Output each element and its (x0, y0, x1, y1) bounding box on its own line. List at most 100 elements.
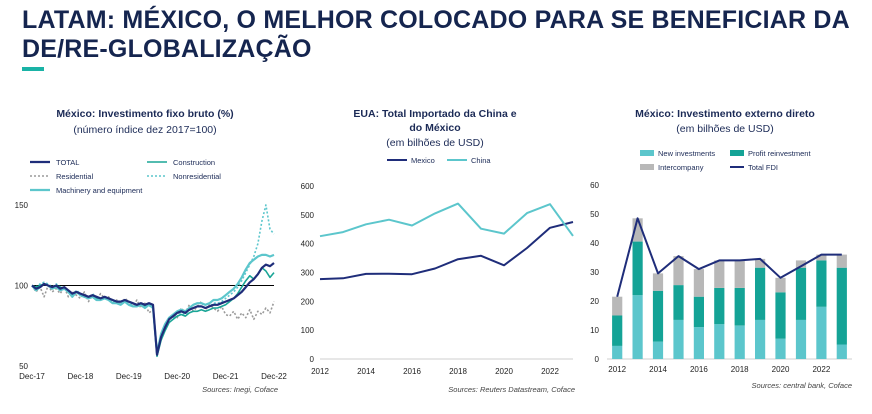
title-accent-bar (22, 67, 44, 71)
bar-intercompany (693, 269, 704, 297)
bar-new-investments (775, 338, 786, 359)
chart-source: Sources: Reuters Datastream, Coface (448, 385, 575, 394)
legend-label-residential: Residential (56, 172, 93, 181)
bar-new-investments (816, 306, 827, 359)
y-tick-label: 200 (301, 297, 315, 306)
x-tick-label: Dec-19 (116, 372, 142, 381)
y-tick-label: 20 (590, 297, 599, 306)
bar-intercompany (673, 256, 684, 286)
bar-profit-reinvestment (836, 267, 847, 345)
chart-subtitle: (em bilhões de USD) (676, 123, 773, 135)
bar-new-investments (612, 345, 623, 359)
legend-label-total: TOTAL (56, 158, 79, 167)
x-tick-label: Dec-20 (164, 372, 190, 381)
legend-label-construction: Construction (173, 158, 215, 167)
legend-label-mexico: Mexico (411, 156, 435, 165)
legend-swatch-intercompany (640, 164, 654, 170)
x-tick-label: 2022 (812, 365, 830, 374)
bar-new-investments (714, 324, 725, 359)
chart-title: México: Investimento externo direto (635, 108, 815, 120)
y-tick-label: 500 (301, 211, 315, 220)
y-tick-label: 60 (590, 181, 599, 190)
x-tick-label: 2016 (690, 365, 708, 374)
bar-intercompany (632, 218, 643, 242)
bar-intercompany (652, 273, 664, 291)
y-tick-label: 30 (590, 268, 599, 277)
y-tick-label: 300 (301, 269, 315, 278)
bar-intercompany (755, 258, 766, 268)
bar-intercompany (795, 260, 807, 268)
bar-profit-reinvestment (632, 241, 643, 296)
y-tick-label: 600 (301, 182, 315, 191)
x-tick-label: 2012 (608, 365, 626, 374)
bar-profit-reinvestment (755, 267, 766, 320)
x-tick-label: Dec-21 (213, 372, 239, 381)
bar-profit-reinvestment (714, 287, 725, 325)
y-tick-label: 0 (310, 355, 315, 364)
bar-profit-reinvestment (816, 260, 827, 307)
y-tick-label: 150 (15, 201, 29, 210)
bar-intercompany (714, 260, 725, 288)
bar-new-investments (755, 319, 766, 359)
x-tick-label: 2014 (649, 365, 667, 374)
chart-source: Sources: Inegi, Coface (202, 385, 278, 394)
series-line-mexico (319, 221, 574, 281)
x-tick-label: Dec-18 (68, 372, 94, 381)
bar-intercompany (836, 254, 847, 268)
legend-label-nonresidential: Nonresidential (173, 172, 221, 181)
bar-new-investments (795, 319, 807, 359)
x-tick-label: Dec-22 (261, 372, 287, 381)
bar-new-investments (652, 341, 664, 359)
legend-label-total-fdi: Total FDI (748, 163, 778, 172)
fdi-chart: México: Investimento externo direto (em … (590, 108, 852, 390)
bar-profit-reinvestment (652, 290, 664, 342)
y-tick-label: 10 (590, 326, 599, 335)
x-tick-label: 2018 (449, 367, 467, 376)
bar-new-investments (673, 319, 684, 359)
y-tick-label: 50 (19, 362, 28, 371)
legend-swatch-new-investments (640, 150, 654, 156)
x-tick-label: 2022 (541, 367, 559, 376)
y-tick-label: 100 (15, 282, 29, 291)
y-tick-label: 40 (590, 239, 599, 248)
x-tick-label: 2018 (731, 365, 749, 374)
x-tick-label: 2016 (403, 367, 421, 376)
x-tick-label: 2020 (495, 367, 513, 376)
imports-chart: EUA: Total Importado da China e do Méxic… (301, 108, 575, 394)
chart-subtitle: (número índice dez 2017=100) (73, 124, 216, 136)
investment-chart: México: Investimento fixo bruto (%) (núm… (15, 108, 288, 394)
page-title: LATAM: MÉXICO, O MELHOR COLOCADO PARA SE… (22, 6, 849, 63)
x-tick-label: 2020 (772, 365, 790, 374)
legend-swatch-profit-reinvestment (730, 150, 744, 156)
bar-new-investments (632, 295, 643, 359)
series-line-nonresidential (31, 204, 275, 356)
legend-label-machinery-and-equipment: Machinery and equipment (56, 186, 143, 195)
y-tick-label: 400 (301, 240, 315, 249)
bar-profit-reinvestment (693, 296, 704, 328)
bar-intercompany (816, 254, 827, 261)
chart-title-line-2: do México (409, 122, 460, 134)
bar-new-investments (734, 325, 745, 359)
x-tick-label: 2014 (357, 367, 375, 376)
legend-label-new-investments: New investments (658, 149, 715, 158)
bar-profit-reinvestment (734, 287, 745, 326)
chart-source: Sources: central bank, Coface (752, 381, 852, 390)
bar-intercompany (734, 260, 745, 288)
bar-profit-reinvestment (775, 292, 786, 339)
x-tick-label: Dec-17 (19, 372, 45, 381)
bar-new-investments (693, 327, 704, 359)
bar-profit-reinvestment (612, 315, 623, 346)
series-line-total (31, 262, 275, 356)
series-line-china (319, 202, 574, 238)
bar-intercompany (775, 277, 786, 293)
bar-new-investments (836, 344, 847, 359)
y-tick-label: 50 (590, 210, 599, 219)
x-tick-label: 2012 (311, 367, 329, 376)
chart-subtitle: (em bilhões de USD) (386, 137, 483, 149)
chart-title: México: Investimento fixo bruto (%) (56, 108, 233, 120)
legend-label-intercompany: Intercompany (658, 163, 704, 172)
y-tick-label: 0 (595, 355, 600, 364)
legend-label-china: China (471, 156, 491, 165)
bar-profit-reinvestment (673, 285, 684, 320)
y-tick-label: 100 (301, 326, 315, 335)
